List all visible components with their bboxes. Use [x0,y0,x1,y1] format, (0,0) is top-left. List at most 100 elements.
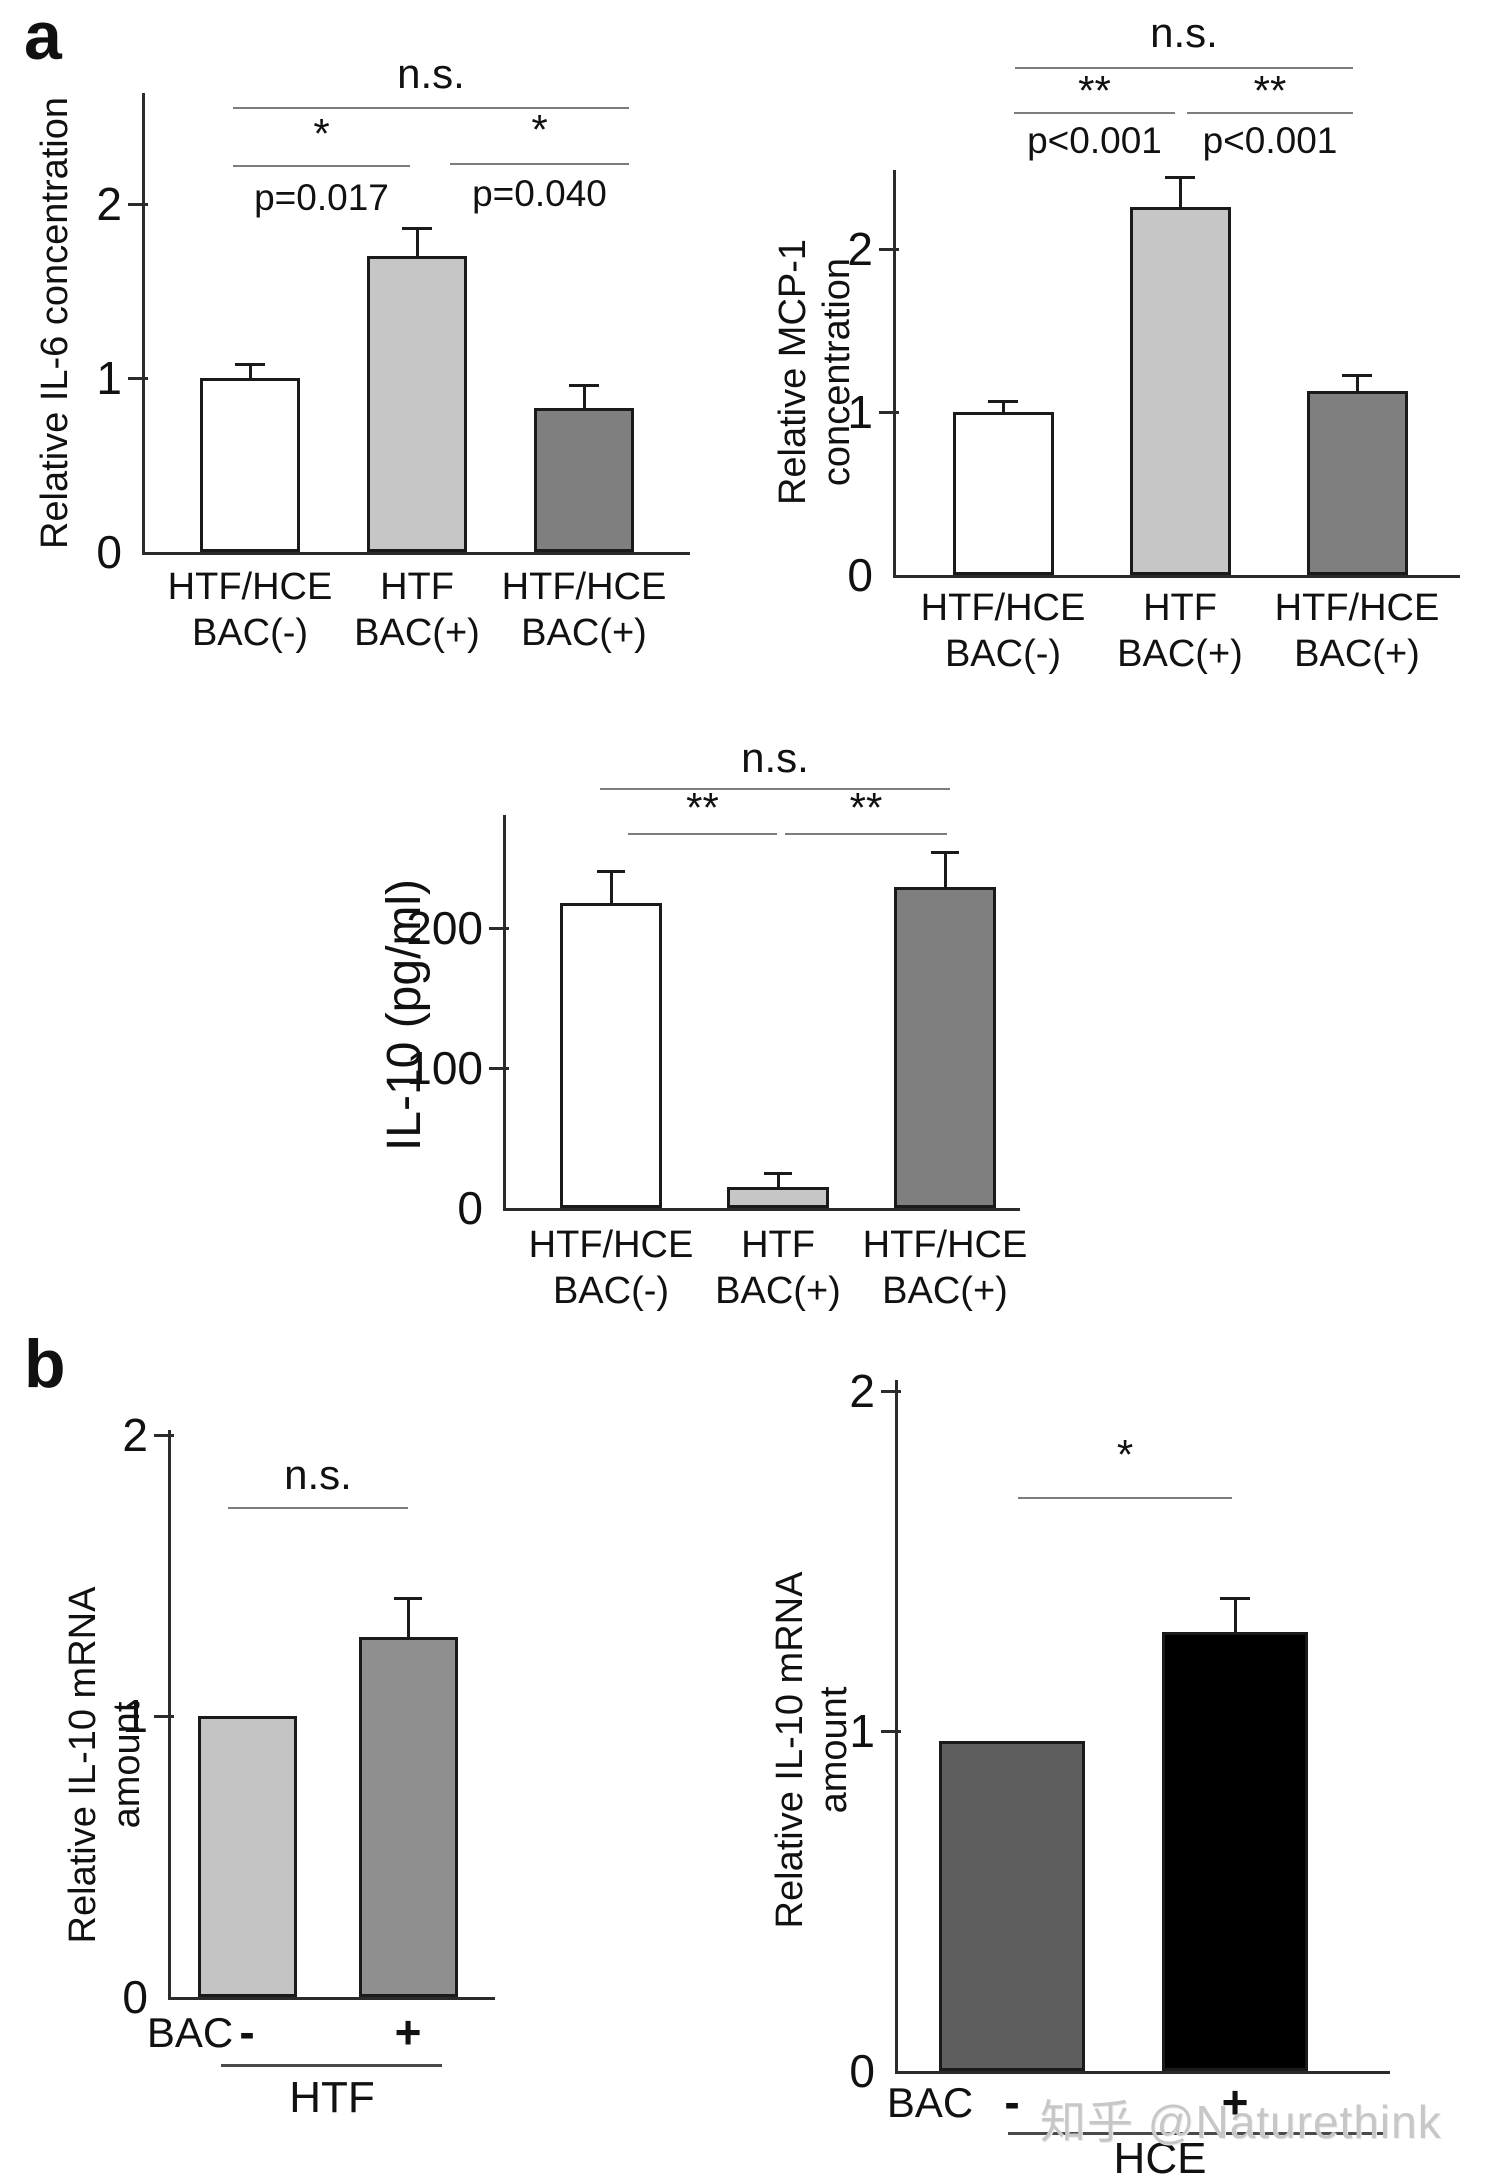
significance-line [1014,112,1175,114]
x-axis-line [168,1997,495,2000]
bac-group-label: HCE [1113,2134,1207,2182]
x-category-label: HTF/HCE BAC(+) [862,1224,1028,1312]
p-value-label: p<0.001 [1027,120,1162,161]
error-bar-cap [1220,1597,1250,1601]
error-bar-cap [402,227,432,231]
error-bar-cap [569,383,599,387]
significance-label: n.s. [397,50,465,97]
significance-label: ** [1078,67,1111,114]
x-category-label: HTF BAC(+) [354,566,480,654]
error-bar-line [1355,374,1359,391]
x-category-label: HTF/HCE BAC(+) [1274,587,1440,675]
y-axis-title: Relative MCP-1 concentration [772,238,858,506]
chart-il10-mrna-htf: 0 1 2 Relative IL-10 mRNA amount n.s. BAC - + HTF [30,1380,690,2182]
y-axis-line [893,170,896,578]
y-tick-label: 0 [122,1971,148,2023]
error-bar-line [943,852,947,888]
x-category-label: HTF/HCE BAC(-) [167,566,333,654]
error-bar-line [609,870,613,903]
bar [894,887,996,1208]
significance-label: ** [1253,67,1287,114]
y-tick-mark [879,411,899,414]
bar [939,1741,1085,2071]
chart-relative-mcp1-concentration: 0 1 2 Relative MCP-1 concentration HTF/HCE BAC… [760,0,1499,700]
significance-line [785,833,947,835]
y-tick-label: 0 [847,549,873,601]
x-category-label: HTF/HCE BAC(-) [920,587,1086,675]
y-tick-label: 0 [96,526,122,578]
significance-line [1018,1497,1232,1499]
x-category-label: HTF/HCE BAC(-) [528,1224,694,1312]
y-tick-label: 0 [849,2045,875,2097]
x-axis-line [503,1208,1020,1211]
error-bar-line [406,1597,410,1638]
error-bar-cap [1342,373,1372,377]
bar [358,1637,458,1997]
x-category-label: HTF/HCE BAC(+) [501,566,667,654]
bac-group-label: HTF [289,2073,375,2122]
error-bar-line [582,384,586,408]
y-tick-mark [489,1067,509,1070]
panel-b-label: b [24,1326,66,1402]
error-bar-line [776,1173,780,1187]
bac-label: BAC [146,2009,234,2056]
watermark: 知乎 @Naturethink [1040,2096,1442,2148]
error-bar-line [1178,177,1182,207]
error-bar-cap [597,869,625,873]
bac-underline [1008,2132,1383,2135]
y-tick-label: 1 [847,386,873,438]
x-category-label: HTF BAC(+) [715,1224,841,1312]
y-tick-mark [128,203,148,206]
significance-line [600,788,950,790]
y-tick-mark [154,1715,174,1718]
significance-label: n.s. [741,734,809,781]
y-tick-label: 2 [96,178,122,230]
bac-sign: - [1004,2076,1020,2128]
y-tick-label: 2 [847,223,873,275]
bar [197,1716,297,1997]
bar [200,378,300,552]
error-bar-cap [394,1596,422,1600]
significance-label: n.s. [284,1451,352,1498]
significance-line [233,165,410,167]
bar [1129,206,1231,575]
bac-underline [221,2064,442,2067]
error-bar-cap [1165,176,1195,180]
significance-line [628,833,777,835]
y-tick-label: 100 [406,1042,483,1094]
chart-il10-pg-ml: 0 100 200 IL-10 (pg/ml) HTF/HCE BAC(-) HTF BAC(… [350,735,1150,1335]
error-bar-line [415,228,419,257]
chart-relative-il6-concentration: 0 1 2 Relative IL-6 concentration HTF/HCE BAC… [20,51,730,720]
significance-label: * [1116,1431,1134,1478]
bac-label: BAC [886,2079,974,2126]
y-tick-mark [879,248,899,251]
p-value-label: p<0.001 [1202,120,1338,161]
y-axis-line [142,93,145,555]
significance-label: * [531,106,548,153]
error-bar-line [248,364,252,378]
y-tick-mark [881,1730,901,1733]
significance-line [450,163,629,165]
bar [534,407,634,552]
y-tick-label: 2 [122,1409,148,1461]
y-tick-mark [489,927,509,930]
significance-line [233,107,629,109]
bar [367,256,467,552]
significance-label: ** [686,784,719,831]
error-bar-cap [988,399,1018,403]
bar [560,902,662,1208]
chart-il10-mrna-hce: 0 1 2 Relative IL-10 mRNA amount * BAC - + HCE [760,1360,1499,2182]
y-axis-line [503,815,506,1211]
p-value-label: p=0.017 [254,177,389,218]
x-axis-line [895,2071,1390,2074]
y-axis-title: Relative IL-6 concentration [34,96,76,550]
y-tick-label: 2 [849,1365,875,1417]
x-axis-line [142,552,690,555]
y-tick-label: 1 [96,352,122,404]
bar [1162,1632,1308,2071]
significance-line [228,1507,408,1509]
significance-label: * [313,110,330,157]
error-bar-cap [764,1172,792,1175]
x-category-label: HTF BAC(+) [1117,587,1243,675]
y-tick-mark [881,1390,901,1393]
